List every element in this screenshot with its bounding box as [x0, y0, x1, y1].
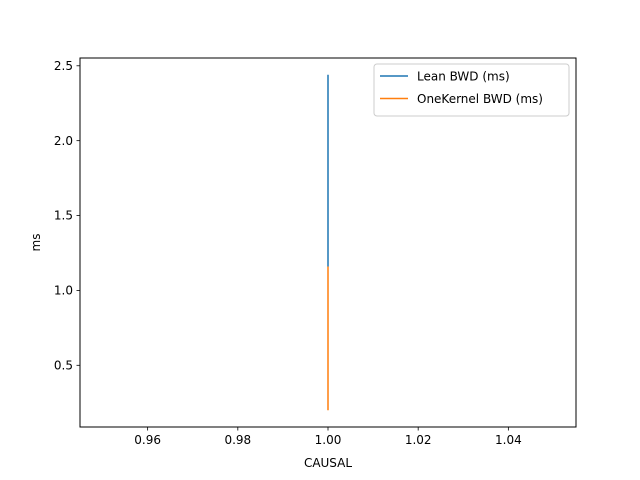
legend-label-0: Lean BWD (ms) — [417, 69, 510, 83]
x-axis-label: CAUSAL — [304, 456, 352, 470]
x-tick-label: 0.96 — [134, 433, 161, 447]
y-tick-label: 0.5 — [54, 359, 73, 373]
y-tick-label: 2.5 — [54, 59, 73, 73]
x-tick-label: 0.98 — [224, 433, 251, 447]
y-tick-label: 1.0 — [54, 284, 73, 298]
legend-label-1: OneKernel BWD (ms) — [417, 92, 543, 106]
y-axis-label: ms — [29, 234, 43, 252]
legend: Lean BWD (ms) OneKernel BWD (ms) — [373, 63, 570, 117]
x-axis-ticks: 0.96 0.98 1.00 1.02 1.04 — [134, 427, 522, 447]
x-tick-label: 1.00 — [315, 433, 342, 447]
y-axis-ticks: 0.5 1.0 1.5 2.0 2.5 — [54, 59, 80, 373]
legend-box — [373, 63, 570, 117]
x-tick-label: 1.02 — [405, 433, 432, 447]
x-tick-label: 1.04 — [495, 433, 522, 447]
y-tick-label: 1.5 — [54, 209, 73, 223]
y-tick-label: 2.0 — [54, 134, 73, 148]
